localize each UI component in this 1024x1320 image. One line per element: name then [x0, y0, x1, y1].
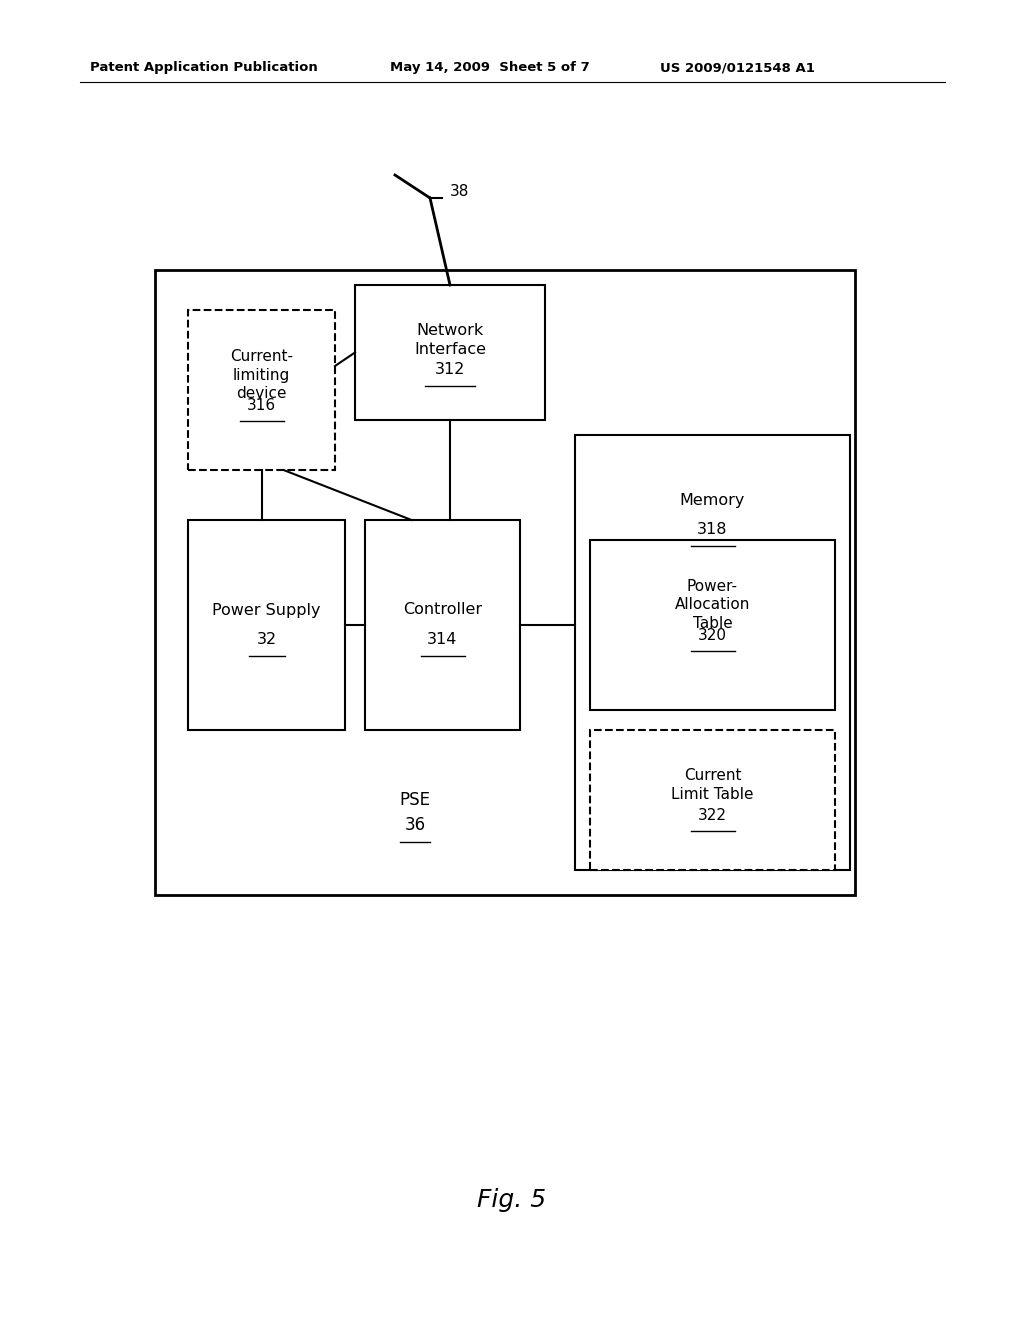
Text: US 2009/0121548 A1: US 2009/0121548 A1	[660, 62, 815, 74]
Bar	[155, 271, 855, 895]
Text: Network
Interface: Network Interface	[414, 323, 486, 358]
Bar	[590, 540, 835, 710]
Text: 318: 318	[697, 523, 728, 537]
Text: Power-
Allocation
Table: Power- Allocation Table	[675, 579, 751, 631]
Text: 314: 314	[427, 632, 458, 648]
Text: 32: 32	[256, 632, 276, 648]
Text: 320: 320	[698, 627, 727, 643]
Text: Current
Limit Table: Current Limit Table	[672, 768, 754, 801]
Text: Fig. 5: Fig. 5	[477, 1188, 547, 1212]
Bar	[575, 436, 850, 870]
Text: 316: 316	[247, 397, 276, 413]
Text: Patent Application Publication: Patent Application Publication	[90, 62, 317, 74]
Text: May 14, 2009  Sheet 5 of 7: May 14, 2009 Sheet 5 of 7	[390, 62, 590, 74]
Bar	[355, 285, 545, 420]
Text: 312: 312	[435, 363, 465, 378]
Bar	[188, 310, 335, 470]
Text: Controller: Controller	[402, 602, 482, 618]
Text: Memory: Memory	[680, 492, 745, 507]
Bar	[590, 730, 835, 870]
Bar	[365, 520, 520, 730]
Text: 36: 36	[404, 816, 426, 834]
Text: 38: 38	[450, 185, 469, 199]
Bar	[188, 520, 345, 730]
Text: PSE: PSE	[399, 791, 430, 809]
Text: 322: 322	[698, 808, 727, 822]
Text: Current-
limiting
device: Current- limiting device	[230, 348, 293, 401]
Text: Power Supply: Power Supply	[212, 602, 321, 618]
